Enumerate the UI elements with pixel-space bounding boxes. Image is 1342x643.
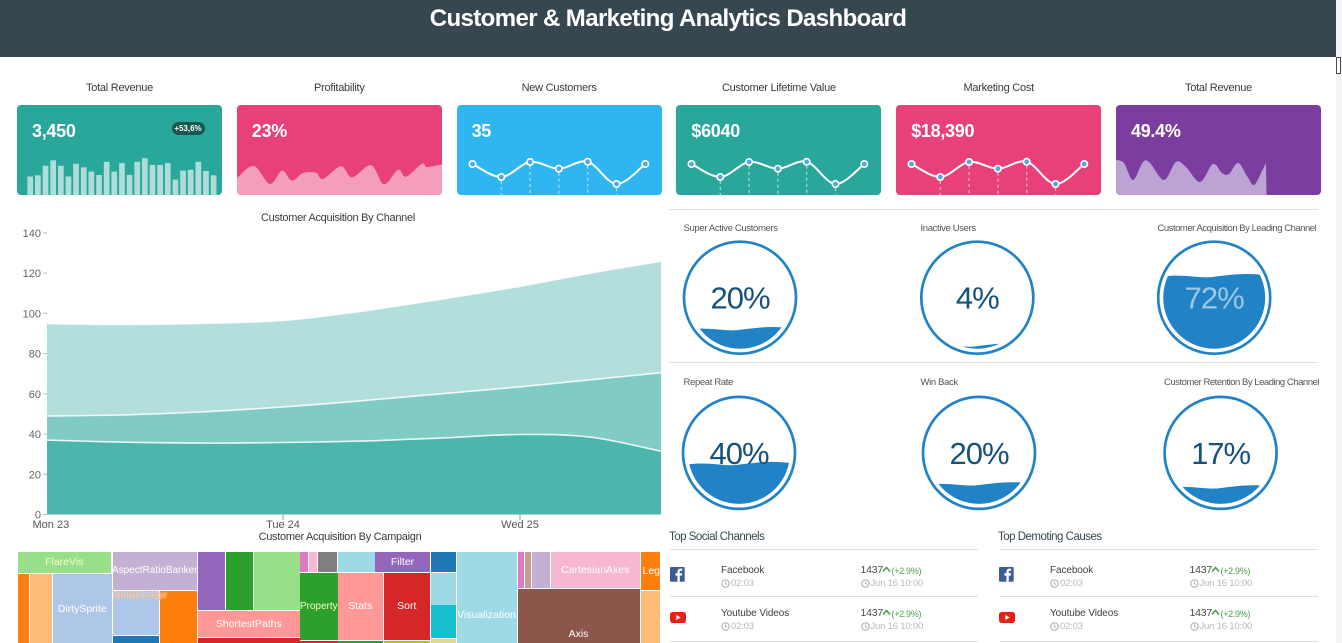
svg-text:0: 0 <box>35 510 41 522</box>
svg-text:40: 40 <box>29 429 41 441</box>
svg-text:120: 120 <box>23 268 41 280</box>
svg-text:140: 140 <box>23 228 41 240</box>
svg-text:20%: 20% <box>949 436 1008 471</box>
svg-text:20%: 20% <box>710 281 769 316</box>
svg-text:17%: 17% <box>1191 436 1250 471</box>
svg-text:60: 60 <box>29 389 41 401</box>
svg-text:20: 20 <box>29 469 41 481</box>
svg-text:Wed 25: Wed 25 <box>501 519 539 531</box>
svg-text:Mon 23: Mon 23 <box>33 519 70 531</box>
svg-text:72%: 72% <box>1185 281 1244 316</box>
svg-text:Customer Acquisition By Channe: Customer Acquisition By Channel <box>261 212 415 224</box>
svg-text:40%: 40% <box>709 436 768 471</box>
svg-text:Tue 24: Tue 24 <box>266 519 300 531</box>
svg-text:80: 80 <box>29 349 41 361</box>
svg-text:100: 100 <box>23 308 41 320</box>
svg-text:4%: 4% <box>956 281 999 316</box>
